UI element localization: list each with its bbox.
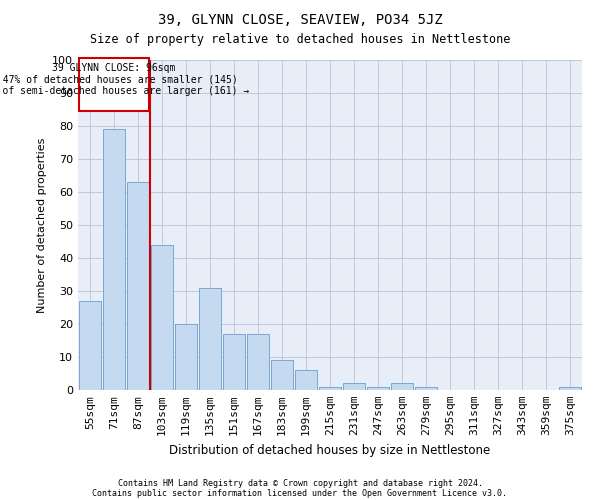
Bar (103, 130, 125, 390)
Bar (343, 384, 365, 390)
Y-axis label: Number of detached properties: Number of detached properties (37, 138, 47, 312)
Bar (367, 386, 389, 390)
Bar (199, 288, 221, 390)
Bar (391, 384, 413, 390)
Text: 39 GLYNN CLOSE: 96sqm: 39 GLYNN CLOSE: 96sqm (52, 64, 176, 74)
Text: 53% of semi-detached houses are larger (161) →: 53% of semi-detached houses are larger (… (0, 86, 249, 97)
Bar (319, 386, 341, 390)
Text: Contains public sector information licensed under the Open Government Licence v3: Contains public sector information licen… (92, 488, 508, 498)
X-axis label: Distribution of detached houses by size in Nettlestone: Distribution of detached houses by size … (169, 444, 491, 456)
Text: Contains HM Land Registry data © Crown copyright and database right 2024.: Contains HM Land Registry data © Crown c… (118, 478, 482, 488)
Bar (271, 360, 293, 390)
Bar (79, 58, 149, 111)
Bar (559, 386, 581, 390)
Bar (223, 334, 245, 390)
Text: 39, GLYNN CLOSE, SEAVIEW, PO34 5JZ: 39, GLYNN CLOSE, SEAVIEW, PO34 5JZ (158, 12, 442, 26)
Text: ← 47% of detached houses are smaller (145): ← 47% of detached houses are smaller (14… (0, 75, 238, 85)
Bar (415, 386, 437, 390)
Bar (151, 245, 173, 390)
Bar (127, 182, 149, 390)
Bar (175, 324, 197, 390)
Text: Size of property relative to detached houses in Nettlestone: Size of property relative to detached ho… (90, 32, 510, 46)
Bar (247, 334, 269, 390)
Bar (79, 301, 101, 390)
Bar (295, 370, 317, 390)
